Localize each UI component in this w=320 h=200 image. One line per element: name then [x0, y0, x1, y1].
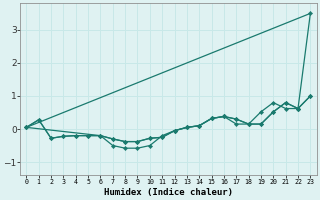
- X-axis label: Humidex (Indice chaleur): Humidex (Indice chaleur): [104, 188, 233, 197]
